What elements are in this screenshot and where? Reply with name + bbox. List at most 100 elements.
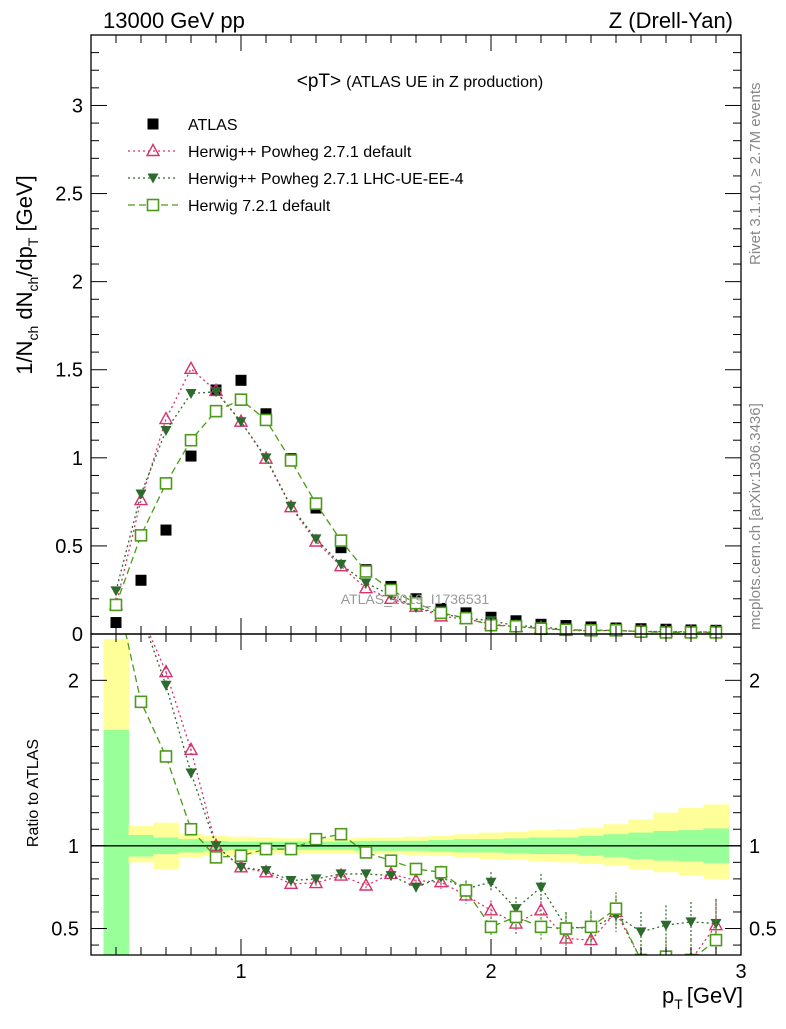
top-point-2-2 bbox=[160, 426, 172, 437]
top-point-1-2 bbox=[158, 411, 174, 425]
legend-marker-2 bbox=[147, 173, 159, 184]
top-point-2-10 bbox=[360, 578, 372, 589]
top-ytick-label-0: 0 bbox=[72, 624, 83, 646]
ratio-point-0-13 bbox=[433, 874, 449, 888]
ratio-point-2-19 bbox=[584, 920, 598, 934]
top-point-2-8 bbox=[310, 534, 322, 545]
legend-entry-3: Herwig 7.2.1 default bbox=[128, 198, 331, 215]
top-point-3-8 bbox=[309, 497, 323, 510]
ratio-frame bbox=[90, 633, 742, 956]
ratio-point-2-13 bbox=[434, 865, 448, 879]
ratio-point-2-16 bbox=[509, 910, 523, 924]
top-point-3-2 bbox=[159, 477, 173, 490]
ratio-point-1-21 bbox=[635, 927, 647, 938]
ratio-point-2-18 bbox=[559, 922, 573, 935]
top-point-2-4 bbox=[210, 387, 222, 398]
rat-ytick-label-r-0: 0.5 bbox=[749, 919, 777, 941]
top-point-0-3 bbox=[185, 450, 197, 462]
top-ylabel: 1/Nch dNch/dpT [GeV] bbox=[12, 175, 41, 375]
legend-marker-1 bbox=[145, 143, 161, 157]
top-point-0-1 bbox=[135, 574, 147, 586]
top-point-3-5 bbox=[234, 393, 248, 406]
top-ytick-label-5: 2.5 bbox=[55, 184, 83, 206]
ratio-point-1-0 bbox=[111, 577, 122, 587]
rat-ytick-label-r-2: 2 bbox=[749, 670, 760, 692]
ratio-point-0-1 bbox=[135, 608, 147, 619]
mcplots-label: mcplots.cern.ch [arXiv:1306.3436] bbox=[747, 403, 764, 630]
ratio-series bbox=[111, 577, 724, 955]
legend-label-1: Herwig++ Powheg 2.7.1 default bbox=[188, 144, 412, 161]
header-left: 13000 GeV pp bbox=[103, 8, 245, 33]
ratio-point-0-9 bbox=[333, 867, 349, 881]
top-point-2-6 bbox=[260, 453, 272, 464]
top-point-3-9 bbox=[334, 534, 348, 547]
ratio-point-1-9 bbox=[335, 869, 347, 880]
ratio-ylabel: Ratio to ATLAS bbox=[25, 739, 42, 847]
ratio-point-1-7 bbox=[285, 876, 297, 887]
legend-label-3: Herwig 7.2.1 default bbox=[188, 198, 331, 215]
top-point-1-11 bbox=[383, 590, 399, 604]
watermark: ATLAS_2019_I1736531 bbox=[341, 591, 490, 607]
legend-entry-2: Herwig++ Powheg 2.7.1 LHC-UE-EE-4 bbox=[128, 171, 464, 188]
ylabel-part-3: ch bbox=[25, 277, 41, 292]
ylabel-part-0: 1/N bbox=[12, 341, 37, 375]
ratio-point-0-10 bbox=[358, 877, 374, 891]
top-point-3-1 bbox=[134, 529, 148, 542]
ratio-point-0-15 bbox=[483, 902, 499, 916]
ratio-point-1-3 bbox=[185, 768, 197, 779]
ratio-bands bbox=[91, 638, 741, 955]
ratio-point-2-10 bbox=[359, 846, 373, 859]
ratio-point-1-10 bbox=[360, 869, 372, 880]
xtick-label-1: 2 bbox=[485, 961, 496, 983]
ratio-point-2-11 bbox=[384, 854, 398, 867]
legend-marker-3 bbox=[146, 198, 160, 212]
rat-ytick-label-r-1: 1 bbox=[749, 836, 760, 858]
ratio-series-2 bbox=[125, 634, 723, 955]
header-right: Z (Drell-Yan) bbox=[609, 8, 733, 33]
ratio-point-2-1 bbox=[134, 695, 148, 709]
ratio-point-2-8 bbox=[309, 832, 323, 846]
ylabel-part-6: [GeV] bbox=[12, 175, 37, 237]
ratio-point-1-16 bbox=[510, 904, 522, 915]
ratio-point-1-12 bbox=[410, 882, 422, 893]
ratio-point-0-3 bbox=[183, 741, 199, 756]
ratio-point-2-2 bbox=[159, 750, 173, 763]
ratio-line-2 bbox=[125, 634, 717, 955]
xlabel: pT [GeV] bbox=[662, 983, 743, 1012]
ratio-point-1-15 bbox=[485, 877, 497, 888]
top-point-2-0 bbox=[110, 586, 122, 597]
ratio-point-1-4 bbox=[210, 841, 222, 852]
ratio-point-0-7 bbox=[283, 875, 299, 890]
ylabel-part-5: T bbox=[25, 237, 41, 246]
ratio-point-2-24 bbox=[709, 933, 723, 947]
xtick-label-0: 1 bbox=[235, 961, 246, 983]
legend-entry-1: Herwig++ Powheg 2.7.1 default bbox=[128, 143, 412, 161]
ratio-point-2-3 bbox=[184, 822, 198, 836]
top-point-3-10 bbox=[359, 565, 373, 578]
top-point-2-3 bbox=[185, 389, 197, 400]
ratio-point-2-14 bbox=[459, 884, 473, 897]
top-point-2-7 bbox=[285, 501, 297, 512]
top-point-2-9 bbox=[335, 559, 347, 570]
top-point-0-9 bbox=[335, 542, 347, 554]
ratio-point-2-6 bbox=[259, 842, 273, 856]
top-ytick-label-3: 1.5 bbox=[55, 360, 83, 382]
xlabel-p: p bbox=[662, 983, 674, 1008]
xlabel-unit: [GeV] bbox=[687, 983, 743, 1008]
rat-ytick-label-l-1: 1 bbox=[68, 836, 79, 858]
ratio-point-2-12 bbox=[409, 862, 423, 876]
ylabel-part-2: dN bbox=[12, 292, 37, 326]
top-point-1-1 bbox=[133, 492, 149, 506]
plot-title: <pT> (ATLAS UE in Z production) bbox=[297, 71, 543, 92]
ratio-point-1-1 bbox=[136, 610, 147, 620]
legend-marker-0 bbox=[147, 118, 159, 130]
top-point-0-0 bbox=[110, 617, 122, 629]
ylabel-part-1: ch bbox=[25, 326, 41, 341]
top-point-3-4 bbox=[209, 404, 223, 418]
legend-label-0: ATLAS bbox=[188, 117, 238, 134]
top-point-3-7 bbox=[284, 454, 298, 467]
ratio-point-2-4 bbox=[209, 851, 223, 864]
xlabel-sub: T bbox=[674, 996, 683, 1012]
